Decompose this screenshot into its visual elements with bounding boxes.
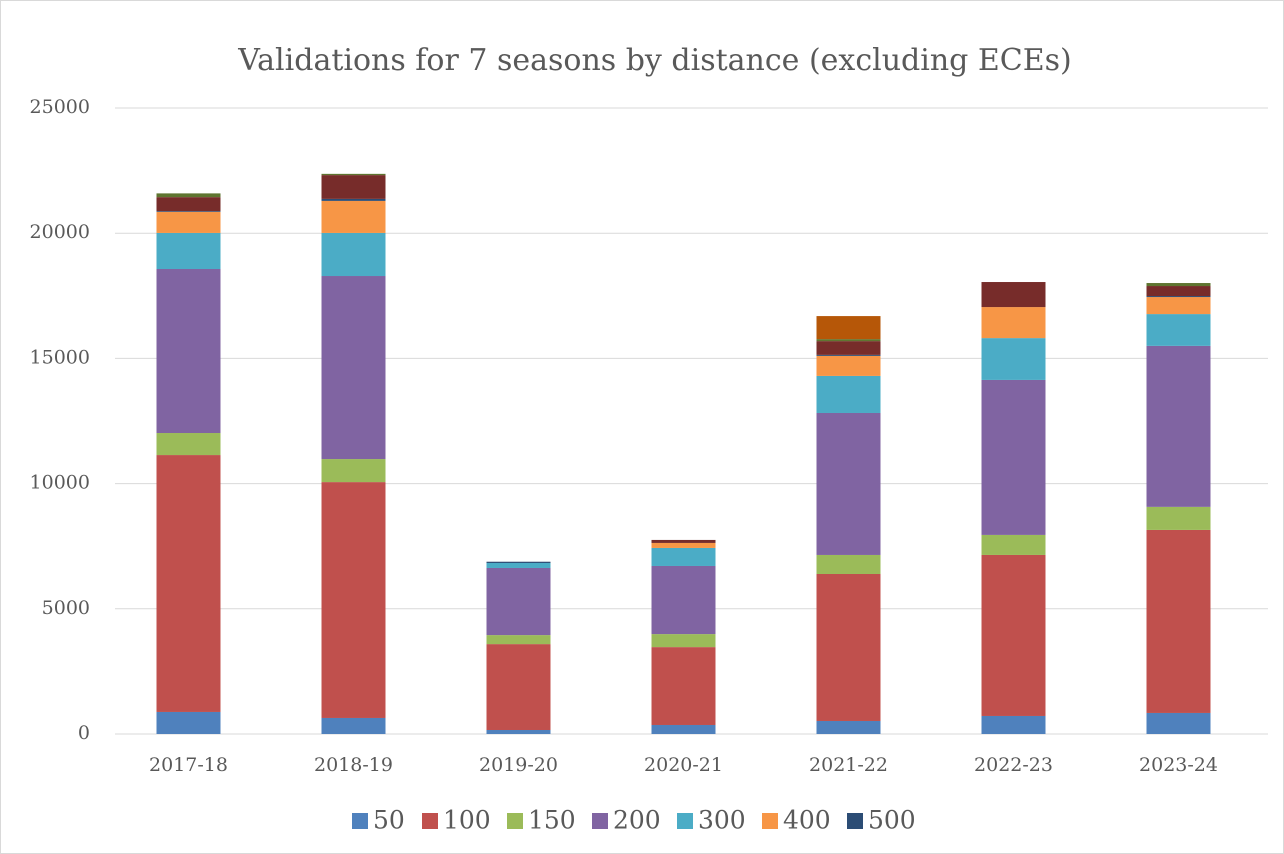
x-tick-label: 2020-21 (644, 754, 723, 776)
bar-segment (486, 644, 551, 730)
bar-segment (486, 635, 551, 645)
bar-segment (816, 354, 881, 356)
bar-segment (981, 282, 1046, 308)
bar-segment (321, 175, 386, 199)
legend-label: 150 (528, 806, 576, 835)
bar-segment (156, 455, 221, 712)
bar-segment (156, 193, 221, 198)
bar-segment (816, 339, 881, 342)
chart-title: Validations for 7 seasons by distance (e… (237, 43, 1072, 78)
legend-swatch (847, 813, 863, 829)
bar-segment (321, 482, 386, 718)
bar-segment (156, 211, 221, 233)
bar-segment (1146, 314, 1211, 346)
bar-segment (651, 565, 716, 635)
bar-segment (321, 200, 386, 233)
bar-segment (981, 338, 1046, 380)
bar-segment (981, 534, 1046, 555)
x-tick-label: 2019-20 (479, 754, 558, 776)
bar-segment (321, 232, 386, 277)
bar-segment (1146, 506, 1211, 530)
bar-segment (156, 711, 221, 734)
bar-segment (1146, 345, 1211, 507)
bar-segment (486, 567, 551, 636)
bar-segment (1146, 286, 1211, 297)
bar-segment (156, 269, 221, 434)
bar-segment (651, 542, 716, 548)
bar-segment (651, 724, 716, 734)
legend-label: 400 (783, 806, 831, 835)
bar-segment (1146, 529, 1211, 713)
bar-segment (816, 355, 881, 376)
bar-segment (486, 729, 551, 734)
bar-segment (321, 459, 386, 483)
bar-segment (1146, 712, 1211, 734)
legend-label: 300 (698, 806, 746, 835)
bar-segment (1146, 296, 1211, 298)
bar-segment (981, 554, 1046, 716)
x-tick-label: 2018-19 (314, 754, 393, 776)
x-tick-label: 2022-23 (974, 754, 1053, 776)
y-tick-label: 15000 (30, 346, 90, 368)
bar-segment (981, 307, 1046, 339)
bar-segment (651, 539, 716, 543)
bar-segment (651, 547, 716, 566)
bar-segment (156, 232, 221, 270)
bar-segment (816, 341, 881, 355)
bar-segment (981, 379, 1046, 535)
bar-segment (816, 412, 881, 555)
bar-segment (156, 197, 221, 212)
bar-segment (321, 173, 386, 176)
legend-label: 200 (613, 806, 661, 835)
bar-segment (321, 717, 386, 734)
legend-swatch (762, 813, 778, 829)
bar-segment (816, 316, 881, 340)
bar-segment (981, 715, 1046, 734)
x-tick-label: 2023-24 (1139, 754, 1218, 776)
bar-segment (1146, 283, 1211, 287)
legend-swatch (592, 813, 608, 829)
y-tick-label: 25000 (30, 96, 90, 118)
bar-segment (156, 433, 221, 456)
legend-label: 100 (443, 806, 491, 835)
x-tick-label: 2021-22 (809, 754, 888, 776)
y-tick-label: 10000 (30, 472, 90, 494)
bar-segment (486, 561, 551, 563)
bar-segment (321, 276, 386, 460)
bar-segment (156, 211, 221, 212)
bar-segment (816, 720, 881, 734)
x-tick-label: 2017-18 (149, 754, 228, 776)
legend-swatch (352, 813, 368, 829)
bar-segment (1146, 297, 1211, 315)
y-tick-label: 20000 (30, 221, 90, 243)
y-tick-label: 5000 (42, 597, 90, 619)
legend-label: 50 (373, 806, 405, 835)
bar-segment (816, 573, 881, 721)
legend-swatch (422, 813, 438, 829)
legend-swatch (507, 813, 523, 829)
bar-segment (651, 634, 716, 648)
bar-segment (486, 562, 551, 568)
bar-segment (321, 198, 386, 201)
bar-segment (816, 554, 881, 574)
bar-segment (651, 647, 716, 725)
y-tick-label: 0 (78, 722, 90, 744)
legend-swatch (677, 813, 693, 829)
bar-segment (816, 375, 881, 413)
legend-label: 500 (868, 806, 916, 835)
